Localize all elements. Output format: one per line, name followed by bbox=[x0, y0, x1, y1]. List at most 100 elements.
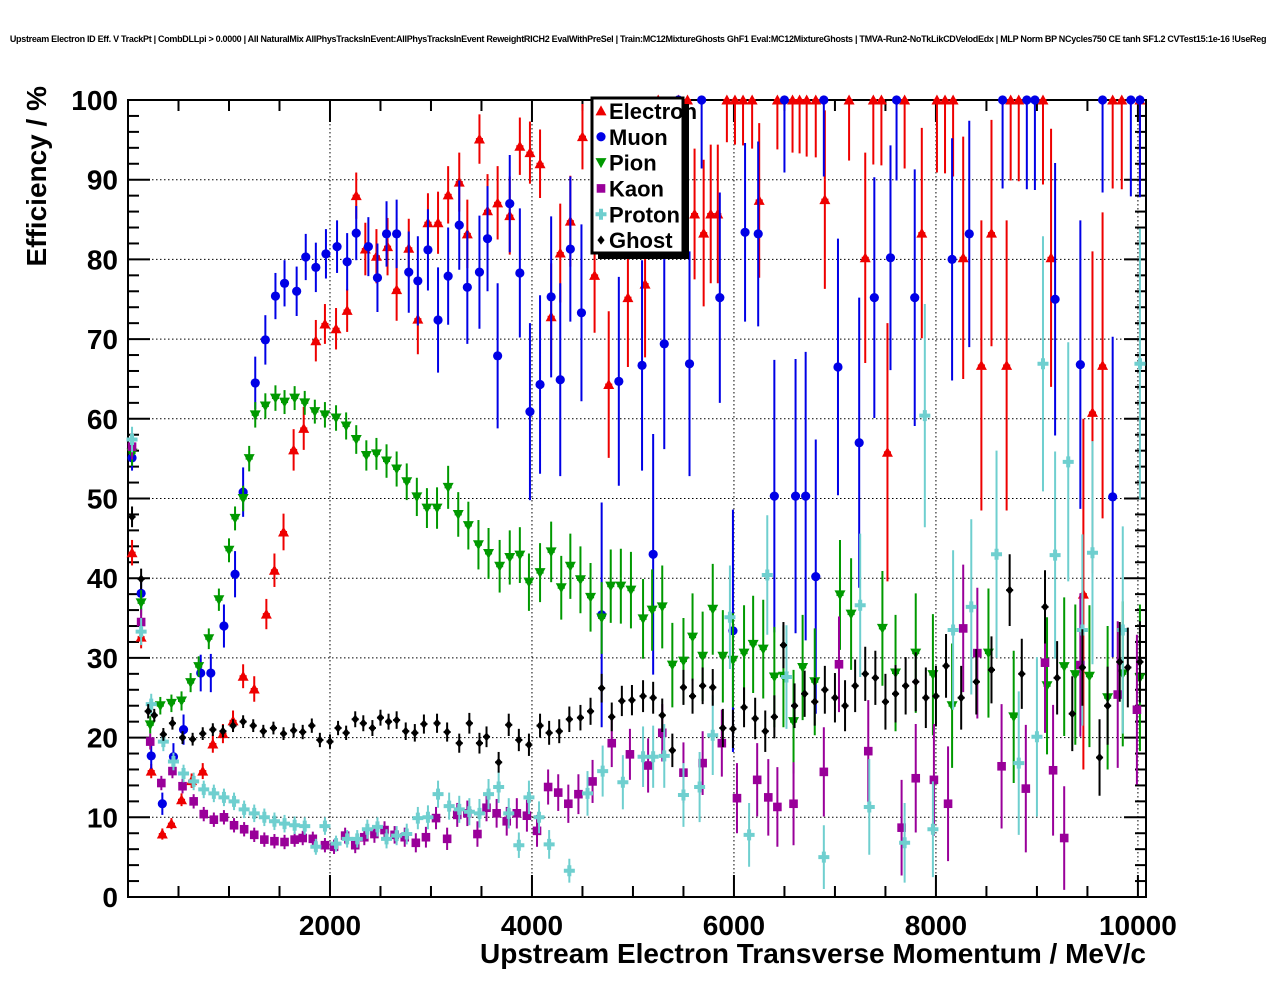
muon-marker bbox=[555, 375, 565, 385]
electron-marker bbox=[698, 227, 710, 238]
ghost-marker bbox=[525, 740, 533, 750]
muon-marker bbox=[769, 491, 779, 501]
kaon-marker bbox=[370, 829, 379, 839]
kaon-marker bbox=[789, 799, 798, 809]
ghost-marker bbox=[159, 729, 167, 740]
pion-marker bbox=[165, 698, 177, 709]
pion-marker bbox=[768, 672, 780, 683]
ghost-marker bbox=[841, 701, 849, 711]
pion-marker bbox=[595, 158, 607, 169]
muon-marker bbox=[1022, 95, 1032, 105]
proton-marker bbox=[493, 781, 505, 793]
proton-marker bbox=[218, 791, 230, 803]
kaon-marker bbox=[189, 797, 198, 806]
electron-marker bbox=[207, 738, 219, 749]
proton-marker bbox=[1031, 731, 1043, 743]
proton-marker bbox=[991, 548, 1003, 560]
kaon-marker bbox=[574, 789, 583, 799]
kaon-marker bbox=[239, 824, 249, 834]
proton-marker bbox=[330, 838, 342, 850]
pion-marker bbox=[574, 575, 586, 586]
muon-marker bbox=[206, 668, 216, 678]
kaon-marker bbox=[502, 816, 512, 826]
pion-marker bbox=[176, 696, 188, 707]
pion-marker bbox=[596, 613, 608, 624]
kaon-marker bbox=[973, 648, 982, 658]
pion-marker bbox=[483, 548, 495, 559]
proton-marker bbox=[637, 751, 649, 763]
ghost-marker bbox=[1053, 673, 1061, 683]
electron-marker bbox=[721, 94, 733, 105]
muon-marker bbox=[404, 267, 414, 277]
kaon-marker bbox=[1021, 784, 1031, 793]
electron-marker bbox=[810, 94, 822, 105]
proton-marker bbox=[854, 599, 866, 611]
kaon-marker bbox=[596, 184, 606, 193]
electron-marker bbox=[126, 547, 138, 558]
kaon-marker bbox=[763, 793, 773, 802]
ghost-marker bbox=[972, 677, 980, 687]
electron-marker bbox=[319, 318, 331, 329]
ghost-marker bbox=[515, 735, 523, 745]
muon-marker bbox=[301, 252, 311, 262]
ghost-marker bbox=[608, 712, 616, 722]
proton-marker bbox=[582, 787, 594, 799]
proton-marker bbox=[1049, 549, 1061, 561]
electron-marker bbox=[843, 94, 855, 105]
ghost-marker bbox=[719, 723, 727, 733]
pion-marker bbox=[144, 720, 156, 731]
pion-marker bbox=[555, 583, 567, 594]
muon-marker bbox=[715, 293, 725, 303]
series-ghost bbox=[128, 506, 1144, 796]
muon-marker bbox=[790, 491, 801, 501]
ghost-marker bbox=[178, 733, 187, 743]
ghost-marker bbox=[668, 745, 676, 755]
muon-marker bbox=[146, 751, 156, 761]
electron-marker bbox=[794, 94, 806, 105]
muon-marker bbox=[947, 254, 957, 264]
electron-marker bbox=[705, 208, 717, 219]
pion-marker bbox=[514, 550, 526, 561]
electron-marker bbox=[341, 304, 353, 315]
electron-marker bbox=[145, 765, 157, 776]
ghost-marker bbox=[649, 693, 657, 703]
legend-entry-muon: Muon bbox=[596, 125, 668, 150]
y-tick-label: 80 bbox=[87, 244, 118, 275]
ghost-marker bbox=[801, 689, 809, 699]
plot-title: Upstream Electron ID Eff. V TrackPt | Co… bbox=[9, 34, 1267, 44]
pion-marker bbox=[193, 662, 205, 673]
electron-marker bbox=[819, 194, 831, 205]
pion-marker bbox=[585, 592, 597, 603]
electron-marker bbox=[975, 359, 987, 370]
proton-marker bbox=[248, 807, 260, 819]
proton-marker bbox=[443, 800, 455, 812]
pion-marker bbox=[788, 717, 800, 728]
ghost-marker bbox=[189, 734, 197, 744]
pion-marker bbox=[605, 581, 617, 592]
kaon-marker bbox=[564, 799, 573, 809]
ghost-marker bbox=[536, 721, 544, 731]
ghost-marker bbox=[1041, 602, 1049, 612]
legend-label-pion: Pion bbox=[609, 151, 657, 176]
electron-marker bbox=[746, 94, 758, 105]
pion-marker bbox=[666, 660, 678, 671]
legend-label-ghost: Ghost bbox=[609, 228, 673, 253]
pion-marker bbox=[370, 449, 382, 460]
ghost-marker bbox=[1095, 752, 1104, 763]
kaon-marker bbox=[452, 810, 462, 820]
kaon-marker bbox=[1113, 690, 1123, 699]
proton-marker bbox=[927, 823, 939, 835]
electron-marker bbox=[391, 284, 403, 295]
ghost-marker bbox=[495, 757, 503, 767]
kaon-marker bbox=[308, 834, 318, 844]
proton-marker bbox=[694, 781, 706, 793]
muon-marker bbox=[250, 378, 260, 388]
electron-marker bbox=[1107, 94, 1119, 105]
proton-marker bbox=[422, 811, 434, 823]
tick-labels: 2000 4000 6000 8000 10000 0 10 20 30 40 50 60 70 80 90… bbox=[71, 85, 1177, 941]
ghost-marker bbox=[545, 728, 553, 738]
electron-marker bbox=[260, 608, 272, 619]
